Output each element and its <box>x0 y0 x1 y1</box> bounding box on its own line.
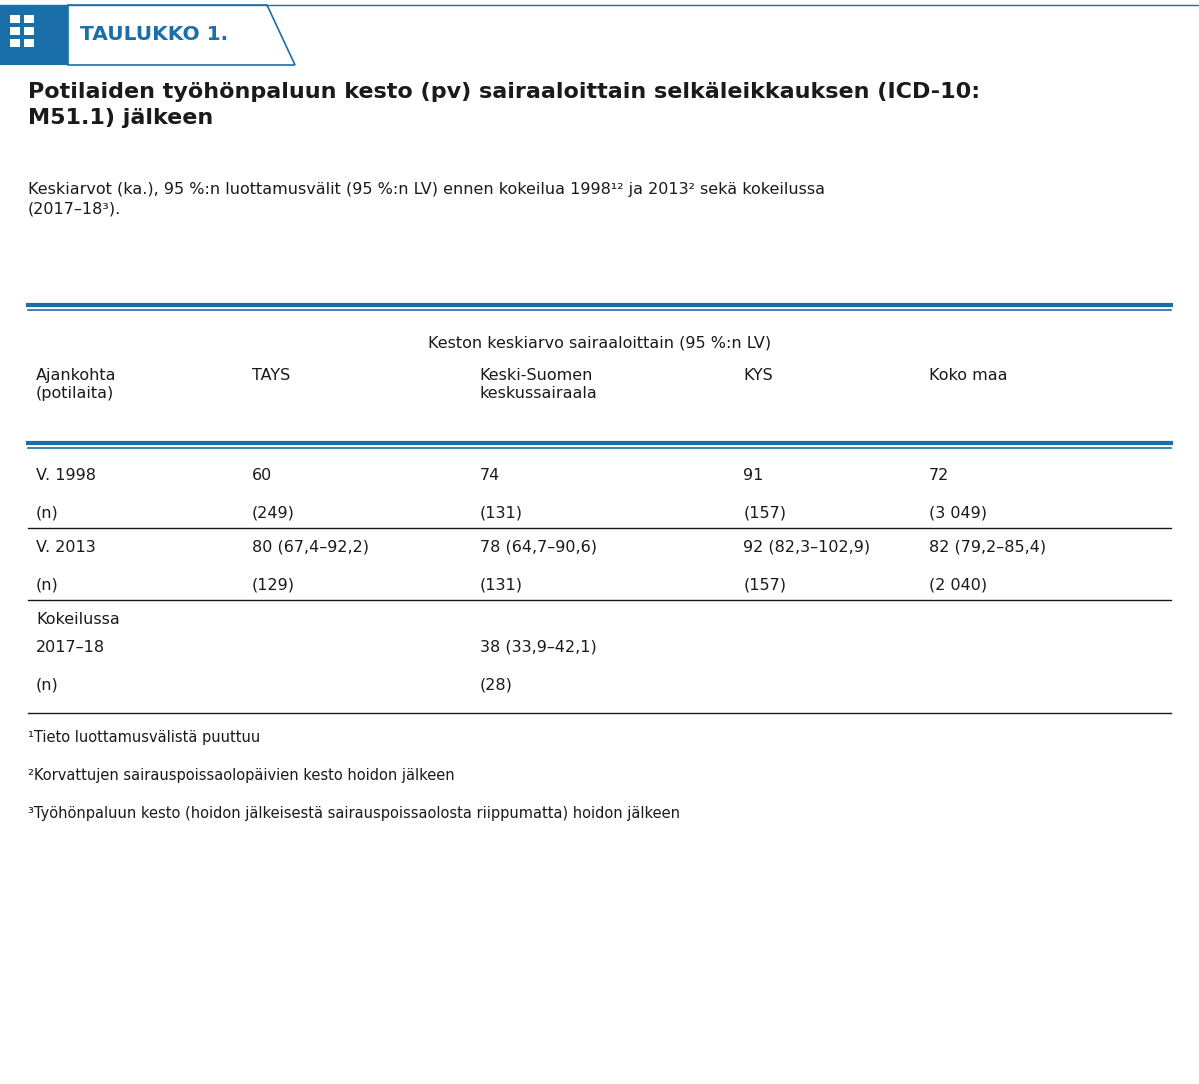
Text: TAYS: TAYS <box>252 367 290 383</box>
Bar <box>10 27 20 35</box>
Text: ¹Tieto luottamusvälistä puuttuu: ¹Tieto luottamusvälistä puuttuu <box>28 730 260 745</box>
Bar <box>24 15 34 23</box>
Text: 78 (64,7–90,6): 78 (64,7–90,6) <box>480 540 597 555</box>
Text: 74: 74 <box>480 468 500 483</box>
Bar <box>10 39 20 47</box>
Text: Potilaiden työhönpaluun kesto (pv) sairaaloittain selkäleikkauksen (ICD-10:
M51.: Potilaiden työhönpaluun kesto (pv) saira… <box>28 82 980 128</box>
Bar <box>10 15 20 23</box>
Text: Kokeilussa: Kokeilussa <box>36 612 120 627</box>
Text: (157): (157) <box>743 505 787 520</box>
Text: (131): (131) <box>480 577 523 592</box>
Text: KYS: KYS <box>743 367 773 383</box>
Text: V. 1998: V. 1998 <box>36 468 96 483</box>
Text: (n): (n) <box>36 678 59 692</box>
Text: V. 2013: V. 2013 <box>36 540 96 555</box>
Text: Keski-Suomen
keskussairaala: Keski-Suomen keskussairaala <box>480 367 597 401</box>
Text: 60: 60 <box>252 468 272 483</box>
Text: 2017–18: 2017–18 <box>36 640 106 655</box>
Text: 82 (79,2–85,4): 82 (79,2–85,4) <box>929 540 1047 555</box>
Bar <box>24 27 34 35</box>
Text: (131): (131) <box>480 505 523 520</box>
Text: 80 (67,4–92,2): 80 (67,4–92,2) <box>252 540 369 555</box>
Text: ³Työhönpaluun kesto (hoidon jälkeisestä sairauspoissaolosta riippumatta) hoidon : ³Työhönpaluun kesto (hoidon jälkeisestä … <box>28 806 680 821</box>
Bar <box>0 5 68 65</box>
Bar <box>24 39 34 47</box>
Polygon shape <box>68 5 295 65</box>
Text: ²Korvattujen sairauspoissaolopäivien kesto hoidon jälkeen: ²Korvattujen sairauspoissaolopäivien kes… <box>28 767 454 783</box>
Text: 91: 91 <box>743 468 764 483</box>
Text: 72: 72 <box>929 468 950 483</box>
Text: (3 049): (3 049) <box>929 505 987 520</box>
Text: Keskiarvot (ka.), 95 %:n luottamusvälit (95 %:n LV) ennen kokeilua 1998¹² ja 201: Keskiarvot (ka.), 95 %:n luottamusvälit … <box>28 182 825 216</box>
Text: TAULUKKO 1.: TAULUKKO 1. <box>80 26 228 44</box>
Text: (157): (157) <box>743 577 787 592</box>
Text: Koko maa: Koko maa <box>929 367 1007 383</box>
Text: (n): (n) <box>36 577 59 592</box>
Text: (n): (n) <box>36 505 59 520</box>
Text: 38 (33,9–42,1): 38 (33,9–42,1) <box>480 640 596 655</box>
Text: (249): (249) <box>252 505 295 520</box>
Text: (28): (28) <box>480 678 512 692</box>
Text: (2 040): (2 040) <box>929 577 987 592</box>
Text: Keston keskiarvo sairaaloittain (95 %:n LV): Keston keskiarvo sairaaloittain (95 %:n … <box>428 335 771 350</box>
Text: (129): (129) <box>252 577 295 592</box>
Text: 92 (82,3–102,9): 92 (82,3–102,9) <box>743 540 870 555</box>
Text: Ajankohta
(potilaita): Ajankohta (potilaita) <box>36 367 116 401</box>
